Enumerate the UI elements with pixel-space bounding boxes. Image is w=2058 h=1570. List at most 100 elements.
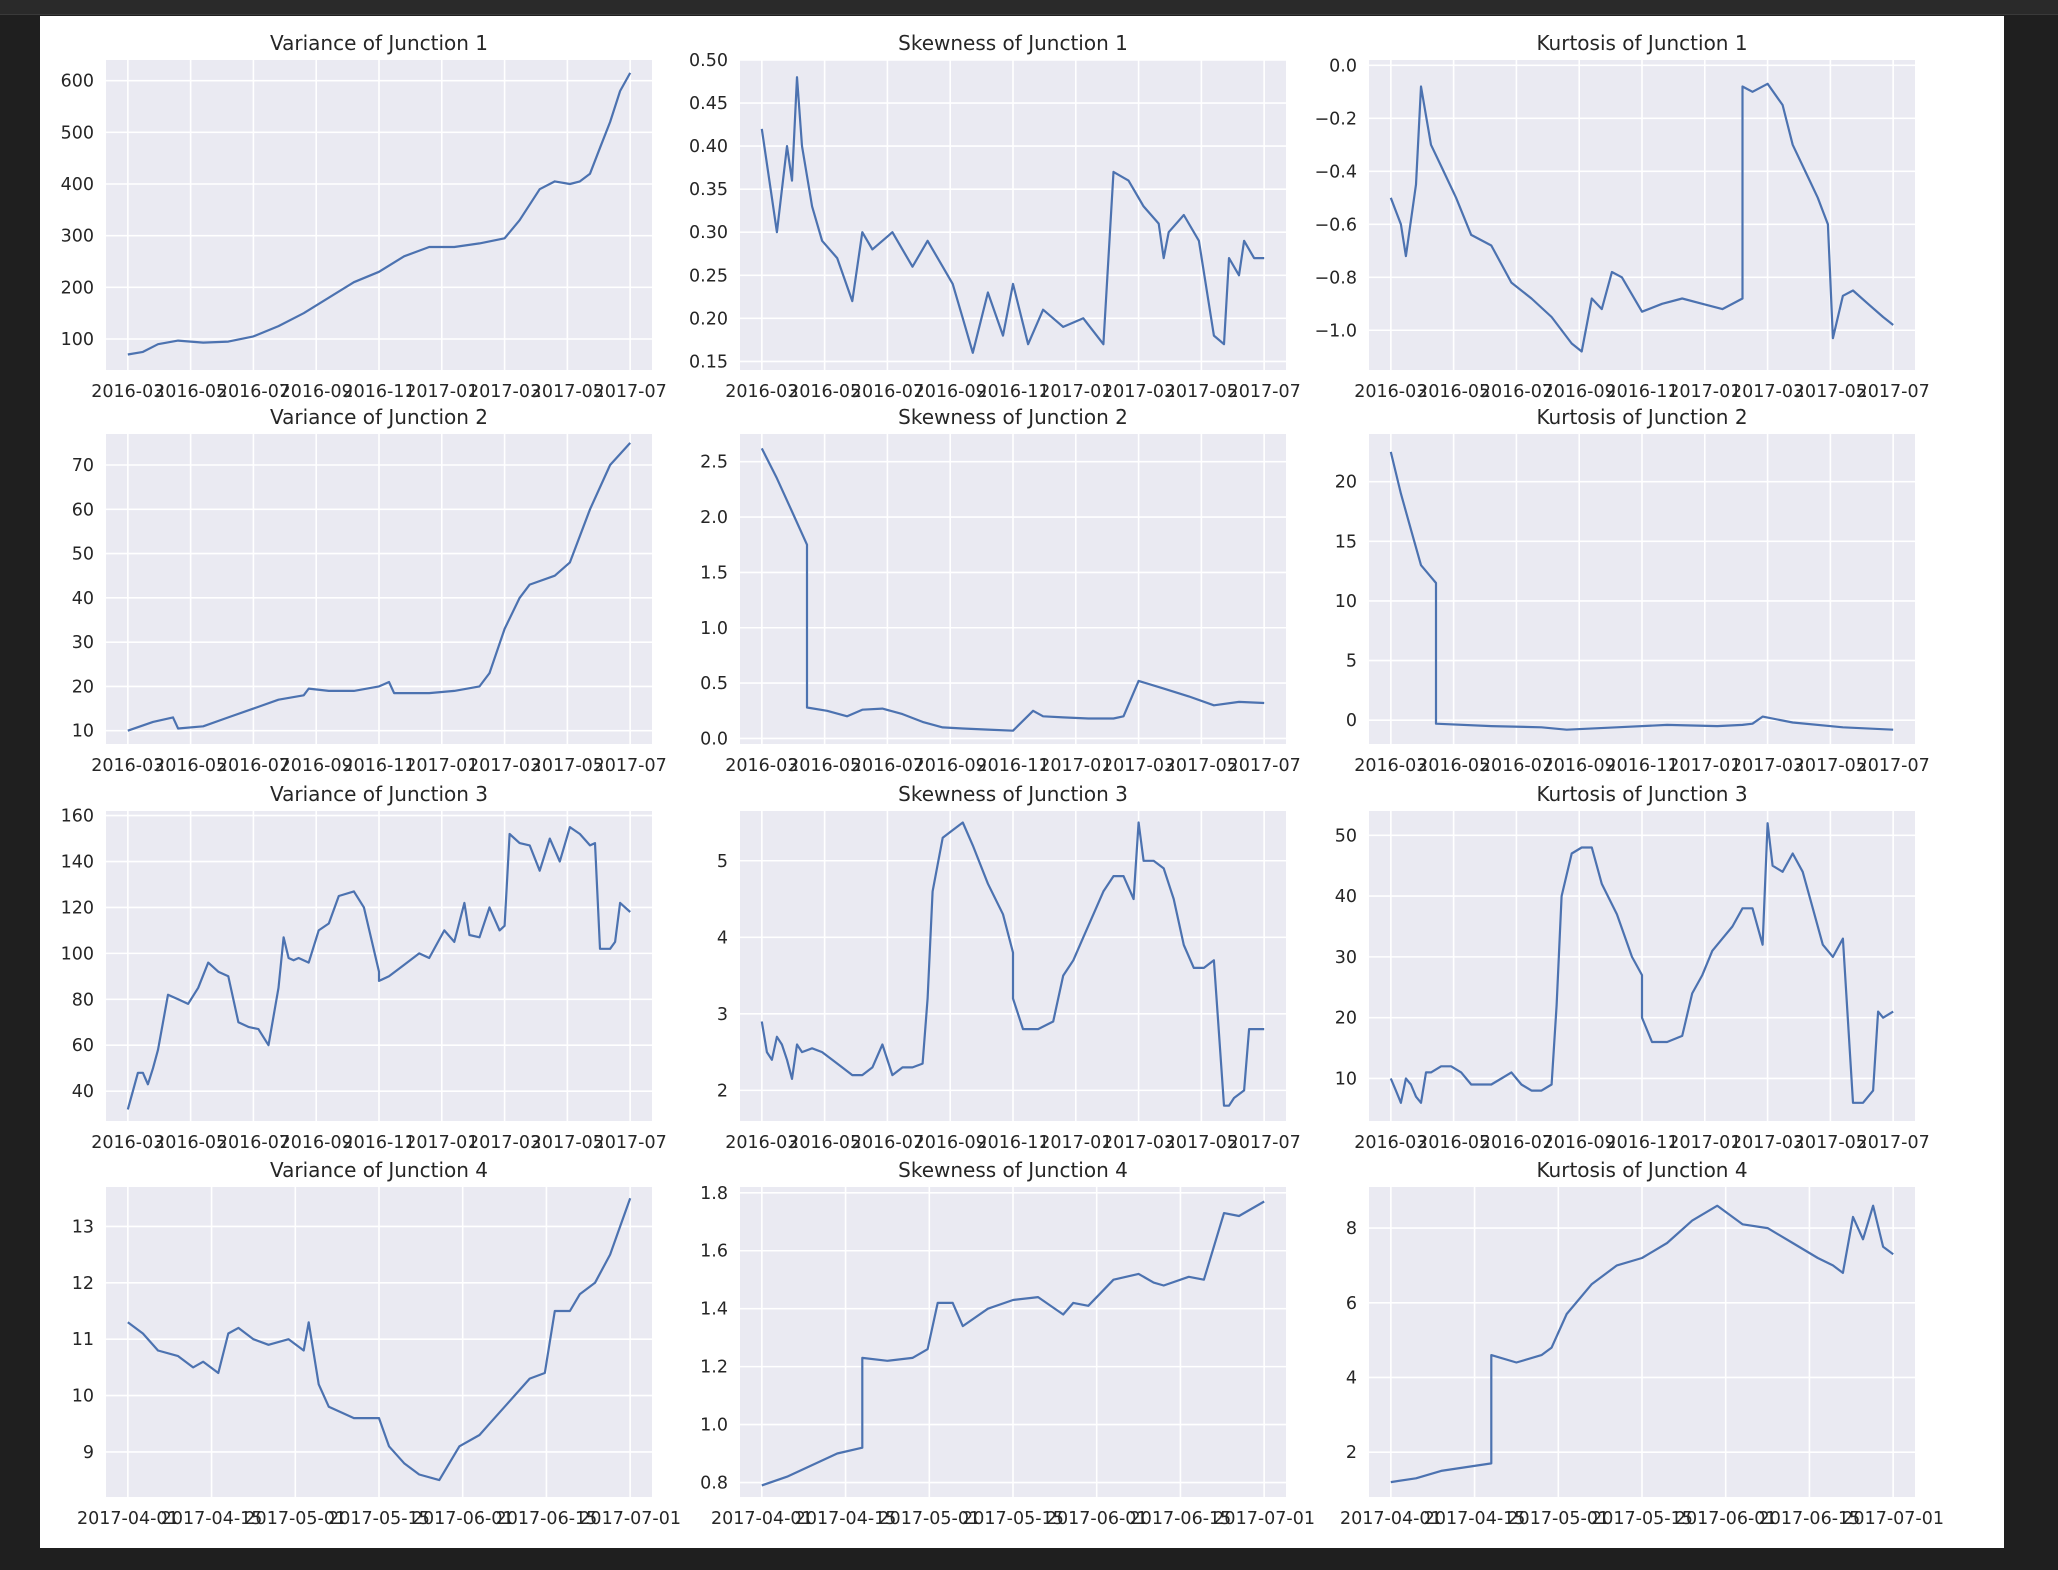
y-tick-label: 0.20 (689, 309, 728, 329)
y-tick-label: 4 (1346, 1368, 1357, 1388)
x-tick-label: 2017-05 (1794, 1133, 1867, 1153)
y-tick-label: −0.6 (1315, 215, 1358, 235)
x-tick-label: 2017-05-01 (1507, 1509, 1609, 1529)
x-tick-label: 2017-04-15 (795, 1509, 897, 1529)
subplot-7: 2016-032016-052016-072016-092016-112017-… (61, 782, 667, 1153)
subplot-9: 2016-032016-052016-072016-092016-112017-… (1335, 782, 1930, 1153)
x-tick-label: 2016-07 (851, 382, 924, 402)
y-tick-label: 2 (1346, 1443, 1357, 1463)
y-tick-label: 50 (1335, 826, 1357, 846)
x-tick-label: 2016-07 (217, 1133, 290, 1153)
y-tick-label: 120 (61, 898, 94, 918)
subplot-title: Skewness of Junction 1 (898, 31, 1128, 55)
subplot-2: 2016-032016-052016-072016-092016-112017-… (689, 31, 1301, 402)
x-tick-label: 2016-07 (1480, 1133, 1553, 1153)
x-tick-label: 2016-07 (217, 756, 290, 776)
x-tick-label: 2016-09 (1543, 1133, 1616, 1153)
y-tick-label: 30 (72, 633, 94, 653)
x-tick-label: 2017-07 (594, 1133, 667, 1153)
series-line (127, 442, 632, 732)
y-tick-label: 0.15 (689, 352, 728, 372)
x-tick-label: 2017-04-01 (77, 1509, 179, 1529)
x-tick-label: 2017-06-15 (1759, 1509, 1861, 1529)
x-tick-label: 2017-03 (468, 1133, 541, 1153)
subplot-title: Skewness of Junction 3 (898, 782, 1128, 806)
x-tick-label: 2017-06-15 (1130, 1509, 1232, 1529)
x-tick-label: 2017-05 (531, 1133, 604, 1153)
y-tick-label: 500 (61, 123, 94, 143)
x-tick-label: 2016-09 (280, 382, 353, 402)
subplot-5: 2016-032016-052016-072016-092016-112017-… (700, 405, 1301, 776)
y-tick-label: 80 (72, 990, 94, 1010)
x-tick-label: 2016-05 (1417, 382, 1490, 402)
x-tick-label: 2017-07-01 (1213, 1509, 1315, 1529)
x-tick-label: 2016-09 (914, 1133, 987, 1153)
x-tick-label: 2017-01 (405, 756, 478, 776)
subplot-11: 2017-04-012017-04-152017-05-012017-05-15… (700, 1158, 1315, 1529)
subplot-title: Skewness of Junction 2 (898, 405, 1128, 429)
x-tick-label: 2017-05 (531, 756, 604, 776)
x-tick-label: 2017-05-01 (244, 1509, 346, 1529)
y-tick-label: 1.5 (700, 563, 728, 583)
y-tick-label: 0 (1346, 711, 1357, 731)
x-tick-label: 2016-03 (1354, 756, 1427, 776)
subplot-title: Kurtosis of Junction 4 (1536, 1158, 1747, 1182)
y-tick-label: 4 (717, 928, 728, 948)
series-line (1389, 822, 1894, 1104)
x-tick-label: 2017-05 (1165, 1133, 1238, 1153)
x-tick-label: 2016-09 (1543, 756, 1616, 776)
x-tick-label: 2017-01 (1668, 382, 1741, 402)
y-tick-label: 40 (72, 589, 94, 609)
y-tick-label: 13 (72, 1217, 94, 1237)
y-tick-label: 300 (61, 227, 94, 247)
y-tick-label: 0.0 (1329, 56, 1357, 76)
subplot-title: Variance of Junction 2 (270, 405, 488, 429)
x-tick-label: 2017-01 (1039, 1133, 1112, 1153)
x-tick-label: 2017-04-15 (1424, 1509, 1526, 1529)
y-tick-label: 0.0 (700, 729, 728, 749)
y-tick-label: 20 (72, 677, 94, 697)
subplot-6: 2016-032016-052016-072016-092016-112017-… (1335, 405, 1930, 776)
x-tick-label: 2016-05 (1417, 1133, 1490, 1153)
x-tick-label: 2016-05 (154, 1133, 227, 1153)
y-tick-label: 60 (72, 500, 94, 520)
chart-grid: 2016-032016-052016-072016-092016-112017-… (61, 31, 1944, 1529)
x-tick-label: 2016-11 (976, 1133, 1049, 1153)
x-tick-label: 2017-03 (1731, 756, 1804, 776)
series-line (760, 76, 1265, 354)
x-tick-label: 2017-03 (1102, 756, 1175, 776)
x-tick-label: 2017-05 (1165, 382, 1238, 402)
x-tick-label: 2017-06-15 (496, 1509, 598, 1529)
series-line (760, 821, 1265, 1107)
subplot-1: 2016-032016-052016-072016-092016-112017-… (61, 31, 667, 402)
y-tick-label: 0.8 (700, 1474, 728, 1494)
y-tick-label: 20 (1335, 473, 1357, 493)
x-tick-label: 2016-05 (154, 382, 227, 402)
series-line (127, 72, 632, 356)
x-tick-label: 2016-11 (1605, 1133, 1678, 1153)
x-tick-label: 2017-07-01 (579, 1509, 681, 1529)
x-tick-label: 2017-04-01 (711, 1509, 813, 1529)
subplot-10: 2017-04-012017-04-152017-05-012017-05-15… (72, 1158, 681, 1529)
x-tick-label: 2017-05 (1794, 756, 1867, 776)
figure-canvas: 2016-03 2016-05 2016-07 2016-09 2016-11 2017-… (40, 16, 2004, 1548)
x-tick-label: 2017-05-15 (328, 1509, 430, 1529)
subplot-4: 2016-032016-052016-072016-092016-112017-… (72, 405, 667, 776)
subplot-8: 2016-032016-052016-072016-092016-112017-… (717, 782, 1301, 1153)
x-tick-label: 2016-09 (280, 1133, 353, 1153)
x-tick-label: 2017-07 (1857, 756, 1930, 776)
x-tick-label: 2016-07 (1480, 756, 1553, 776)
x-tick-label: 2016-03 (725, 756, 798, 776)
x-tick-label: 2017-05-01 (878, 1509, 980, 1529)
y-tick-label: 1.8 (700, 1184, 728, 1204)
x-tick-label: 2016-11 (1605, 382, 1678, 402)
x-tick-label: 2016-03 (725, 382, 798, 402)
x-tick-label: 2017-05 (1794, 382, 1867, 402)
y-tick-label: 1.4 (700, 1300, 728, 1320)
x-tick-label: 2016-09 (280, 756, 353, 776)
x-tick-label: 2017-01 (1668, 1133, 1741, 1153)
y-tick-label: −0.2 (1315, 109, 1358, 129)
x-tick-label: 2017-05-15 (1591, 1509, 1693, 1529)
x-tick-label: 2016-11 (1605, 756, 1678, 776)
y-tick-label: 10 (1335, 592, 1357, 612)
